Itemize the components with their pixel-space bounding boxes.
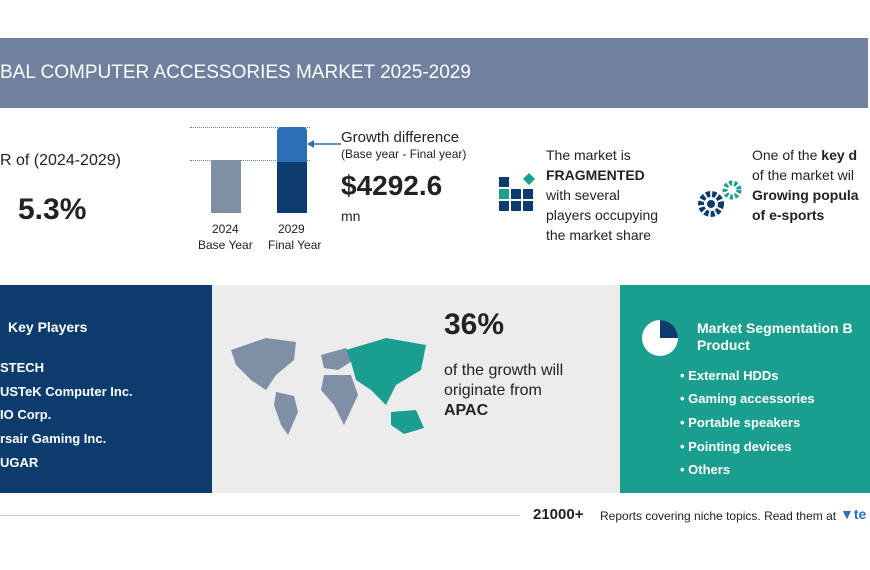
region-line: originate from [444,382,542,399]
segment-title: Product [697,337,750,353]
text: One of the [752,147,822,163]
region-name: APAC [444,402,489,419]
header-title: BAL COMPUTER ACCESSORIES MARKET 2025-202… [0,62,471,83]
player: UGAR [0,455,39,470]
growth-value: $4292.6 [341,170,443,201]
gear-icon [698,180,742,217]
dotted-line [190,127,310,128]
cagr-value: 5.3% [18,193,87,226]
growth-unit: mn [341,208,361,224]
text: External HDDs [688,368,779,383]
line: of e-sports [752,207,825,223]
text: key d [821,147,858,163]
growth-title: Growth difference [341,129,460,146]
text: te [853,506,867,522]
segment-item: • Gaming accessories [680,391,815,406]
footer-count: 21000+ [533,506,584,523]
player: STECH [0,360,45,375]
bar-year: 2024 [212,222,239,236]
line: Growing popula [752,187,859,203]
player: rsair Gaming Inc. [0,431,107,446]
line: of the market wil [752,167,854,183]
segment-item: • External HDDs [680,368,779,383]
arrow [307,140,341,148]
text: Pointing devices [688,439,792,454]
player: IO Corp. [0,407,52,422]
segment-item: • Pointing devices [680,439,792,454]
final-bar [277,162,307,213]
header-band [0,38,868,108]
players-title: Key Players [8,319,88,335]
market-text: The market is FRAGMENTED with several pl… [546,145,658,245]
fragment-icon [499,173,535,211]
line: the market share [546,227,652,243]
line: The market is [546,147,631,163]
base-bar [211,160,241,213]
bar-year: 2029 [278,222,305,236]
footer-rule [0,515,520,516]
player: USTeK Computer Inc. [0,384,133,399]
footer-text: Reports covering niche topics. Read them… [600,509,837,523]
growth-subtitle: (Base year - Final year) [341,147,467,161]
segment-title: Market Segmentation B [697,320,853,336]
cagr-label: R of (2024-2029) [0,152,121,169]
segment-panel [620,285,870,493]
line: players occupying [546,207,659,223]
region-share: 36% [444,308,505,341]
dotted-line [190,160,310,161]
line: One of the key d [752,145,859,165]
driver-text: One of the key d of the market wil Growi… [752,145,859,225]
world-map [231,338,426,435]
text: Gaming accessories [688,391,815,406]
players-panel [0,285,212,493]
footer-brand: ▼te [840,506,867,522]
text: Portable speakers [688,415,801,430]
text: Others [688,462,731,477]
line: FRAGMENTED [546,167,645,183]
bar-label: Base Year [198,238,253,252]
line: with several [546,187,620,203]
segment-item: • Portable speakers [680,415,801,430]
final-bar-top [277,127,307,162]
segment-item: • Others [680,462,731,477]
pie-icon [642,320,678,356]
region-line: of the growth will [444,362,564,379]
region-panel [212,285,620,493]
bar-label: Final Year [268,238,322,252]
